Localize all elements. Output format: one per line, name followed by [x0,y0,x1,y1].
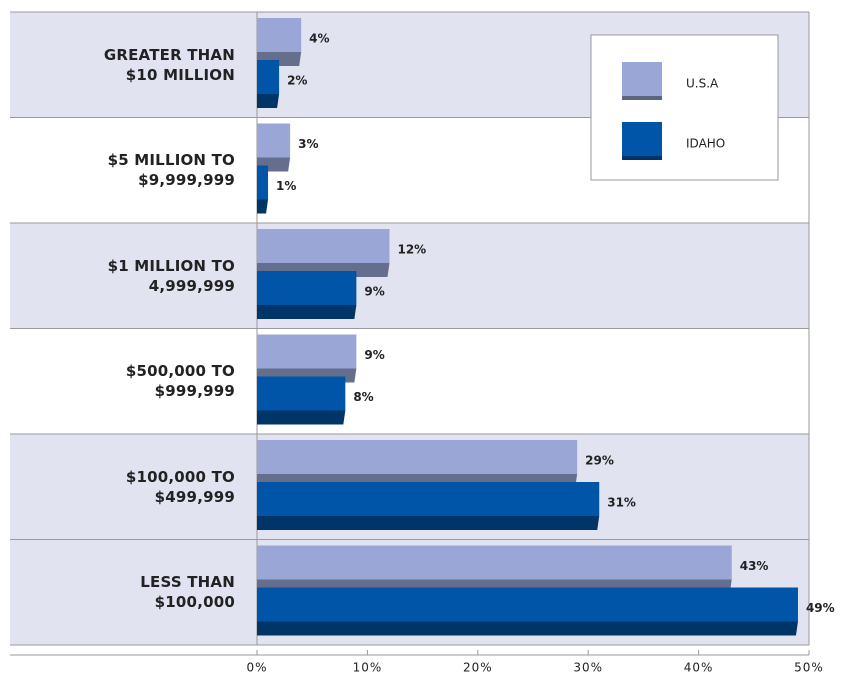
bar [257,229,390,263]
legend-swatch-shade [622,156,662,160]
category-label: $5 MILLION TO $9,999,999 [107,151,235,190]
value-label: 9% [364,348,384,362]
value-label: 43% [740,559,769,573]
bar-shade [257,199,269,214]
category-label: GREATER THAN $10 MILLION [103,45,235,84]
row-band [10,223,809,329]
bar [257,587,798,622]
bar [257,376,346,411]
bar [257,334,357,369]
bar [257,18,302,52]
x-tick-label: 10% [353,661,383,673]
x-tick-label: 40% [684,661,714,673]
value-label: 8% [353,390,373,404]
category-label: LESS THAN $100,000 [140,573,235,612]
bar [257,482,600,516]
bar [257,165,269,200]
bar [257,123,291,158]
legend-swatch [622,62,662,96]
bar-shade [257,410,346,425]
value-label: 3% [298,137,318,151]
value-label: 31% [607,496,636,510]
x-tick-label: 20% [463,661,493,673]
legend-swatch-shade [622,96,662,100]
legend-label: U.S.A [686,77,719,91]
bar-shade [257,621,798,636]
value-label: 29% [585,454,614,468]
bar-shade [257,305,357,319]
legend-label: IDAHO [686,137,725,151]
x-tick-label: 50% [794,661,824,673]
category-label: $500,000 TO $999,999 [125,362,235,401]
legend-swatch [622,122,662,156]
value-label: 12% [397,243,426,257]
x-tick-label: 0% [246,661,267,673]
value-label: 49% [806,601,835,615]
value-label: 4% [309,32,329,46]
value-label: 1% [276,179,296,193]
bar [257,60,280,94]
bar [257,440,578,474]
category-label: $1 MILLION TO 4,999,999 [107,256,235,295]
category-label: $100,000 TO $499,999 [125,467,235,506]
x-tick-label: 30% [573,661,603,673]
value-label: 9% [364,285,384,299]
bar [257,271,357,305]
legend-box [590,34,779,181]
bar-shade [257,516,600,530]
value-label: 2% [287,74,307,88]
bar [257,545,732,580]
bar-shade [257,94,280,108]
